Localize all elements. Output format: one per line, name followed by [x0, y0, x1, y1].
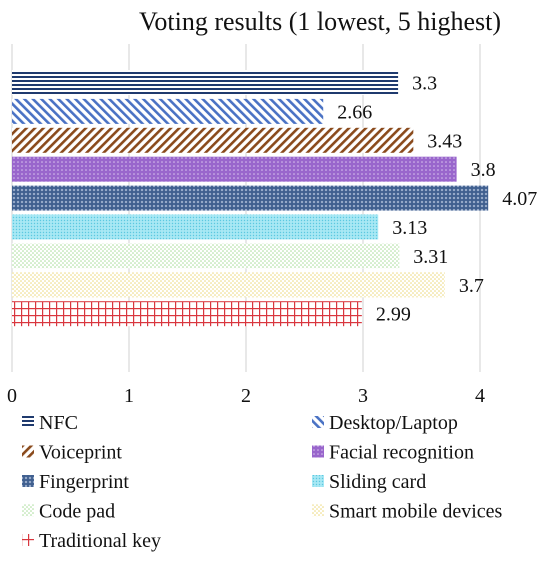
legend-swatch — [312, 416, 324, 428]
legend-item-voiceprint: Voiceprint — [22, 442, 122, 464]
bar-sliding-card — [12, 214, 379, 240]
legend-item-traditional-key: Traditional key — [22, 530, 161, 552]
legend-label: Code pad — [39, 501, 115, 523]
bar-fingerprint — [12, 185, 489, 211]
legend-label: Voiceprint — [39, 442, 122, 464]
value-label: 3.8 — [471, 159, 496, 181]
legend-item-fingerprint: Fingerprint — [22, 471, 129, 493]
legend-label: Sliding card — [329, 471, 426, 493]
value-label: 2.66 — [337, 101, 372, 123]
legend-label: Desktop/Laptop — [329, 412, 458, 434]
legend-swatch — [22, 534, 34, 546]
x-tick-label: 4 — [475, 385, 485, 407]
legend-label: Facial recognition — [329, 442, 474, 464]
legend-label: NFC — [39, 412, 78, 434]
legend-swatch — [22, 504, 34, 517]
legend-swatch — [312, 475, 324, 487]
legend-item-code-pad: Code pad — [22, 501, 115, 523]
legend-item-facial-recognition: Facial recognition — [312, 442, 474, 464]
x-tick-label: 0 — [7, 385, 17, 407]
legend-item-sliding-card: Sliding card — [312, 471, 426, 493]
x-axis-ticks: 0 1 2 3 4 — [7, 385, 485, 407]
legend-item-nfc: NFC — [22, 412, 78, 434]
value-label: 3.7 — [459, 275, 484, 297]
value-labels: 3.3 2.66 3.43 3.8 4.07 3.13 3.31 3.7 2.99 — [337, 73, 537, 326]
bar-voiceprint — [12, 127, 414, 153]
legend-swatch — [22, 416, 34, 428]
bar-traditional-key — [12, 301, 362, 327]
value-label: 3.13 — [392, 217, 427, 239]
value-label: 3.43 — [427, 130, 462, 152]
bar-smart-mobile-devices — [12, 272, 445, 298]
x-tick-label: 3 — [358, 385, 368, 407]
legend-label: Fingerprint — [39, 471, 129, 493]
legend: NFC Desktop/Laptop Voiceprint Facial recogn… — [22, 412, 503, 552]
value-label: 3.3 — [412, 73, 437, 95]
bar-code-pad — [12, 243, 400, 269]
legend-swatch — [312, 445, 324, 458]
bar-facial-recognition — [12, 156, 457, 182]
bar-desktop-laptop — [12, 98, 324, 124]
value-label: 3.31 — [413, 246, 448, 268]
legend-item-smart-mobile-devices: Smart mobile devices — [312, 501, 503, 523]
value-label: 4.07 — [502, 188, 537, 210]
legend-label: Smart mobile devices — [329, 501, 503, 523]
value-label: 2.99 — [376, 304, 411, 326]
x-tick-label: 1 — [124, 385, 134, 407]
bars — [12, 70, 489, 327]
legend-swatch — [22, 445, 34, 458]
chart-title: Voting results (1 lowest, 5 highest) — [139, 7, 501, 36]
bar-nfc — [12, 70, 399, 95]
legend-swatch — [22, 475, 34, 487]
legend-label: Traditional key — [39, 530, 161, 552]
legend-swatch — [312, 504, 324, 517]
x-tick-label: 2 — [241, 385, 251, 407]
legend-item-desktop-laptop: Desktop/Laptop — [312, 412, 458, 434]
